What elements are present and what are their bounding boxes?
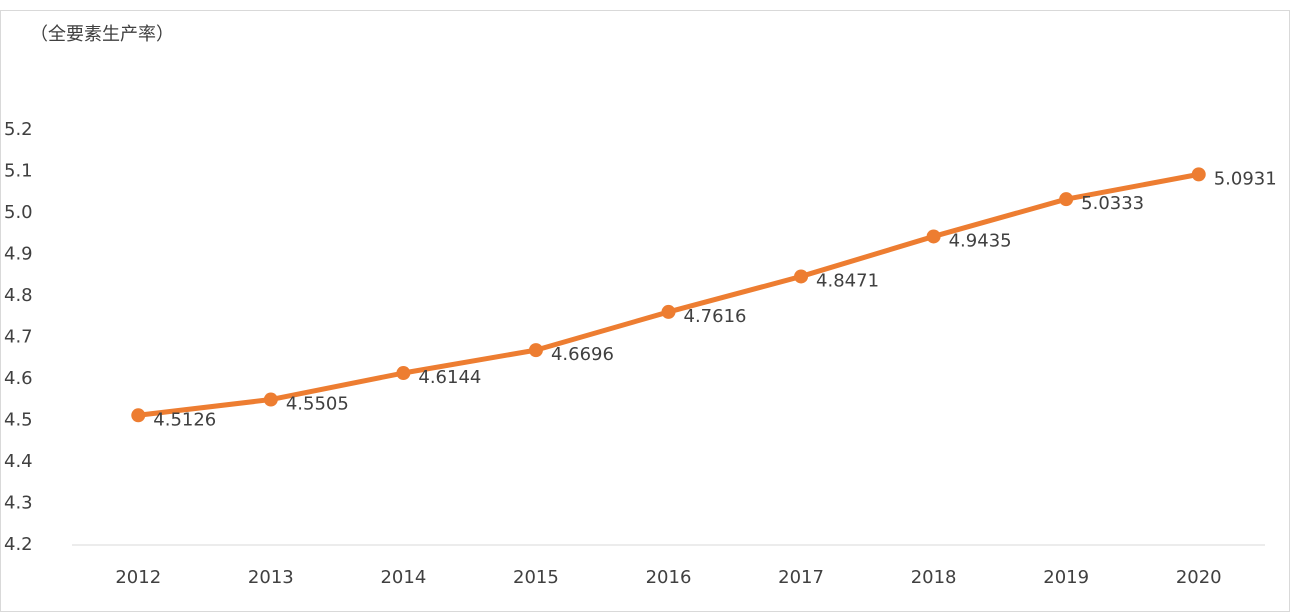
data-point — [661, 304, 676, 319]
x-tick-label: 2013 — [248, 567, 294, 588]
data-point — [396, 366, 411, 381]
x-tick-label: 2019 — [1043, 567, 1089, 588]
data-point — [1191, 167, 1206, 182]
x-tick-label: 2020 — [1176, 567, 1222, 588]
data-label: 4.5126 — [153, 409, 216, 430]
x-tick-label: 2012 — [115, 567, 161, 588]
x-tick-label: 2017 — [778, 567, 824, 588]
y-tick-label: 5.0 — [4, 202, 33, 223]
data-point — [528, 343, 543, 358]
data-point — [131, 408, 146, 423]
data-point — [1059, 192, 1074, 207]
data-label: 5.0931 — [1214, 168, 1277, 189]
y-tick-label: 4.3 — [4, 493, 33, 514]
y-tick-label: 4.8 — [4, 285, 33, 306]
data-label: 5.0333 — [1081, 193, 1144, 214]
y-tick-label: 4.2 — [4, 534, 33, 555]
y-tick-label: 4.4 — [4, 451, 33, 472]
data-label: 4.7616 — [684, 306, 747, 327]
data-label: 4.9435 — [949, 230, 1012, 251]
data-label: 4.8471 — [816, 270, 879, 291]
y-tick-label: 5.2 — [4, 119, 33, 140]
data-label: 4.5505 — [286, 394, 349, 415]
y-axis-label: （全要素生产率） — [30, 24, 174, 45]
x-tick-label: 2014 — [380, 567, 426, 588]
y-tick-label: 4.9 — [4, 244, 33, 265]
x-tick-label: 2018 — [911, 567, 957, 588]
data-point — [926, 229, 941, 244]
y-tick-label: 4.7 — [4, 327, 33, 348]
data-point — [794, 269, 809, 284]
x-tick-label: 2016 — [646, 567, 692, 588]
y-tick-label: 4.6 — [4, 368, 33, 389]
data-label: 4.6696 — [551, 344, 614, 365]
chart-border — [0, 10, 1290, 612]
x-tick-label: 2015 — [513, 567, 559, 588]
data-point — [263, 392, 278, 407]
y-tick-label: 5.1 — [4, 161, 33, 182]
data-label: 4.6144 — [418, 367, 481, 388]
y-tick-label: 4.5 — [4, 410, 33, 431]
